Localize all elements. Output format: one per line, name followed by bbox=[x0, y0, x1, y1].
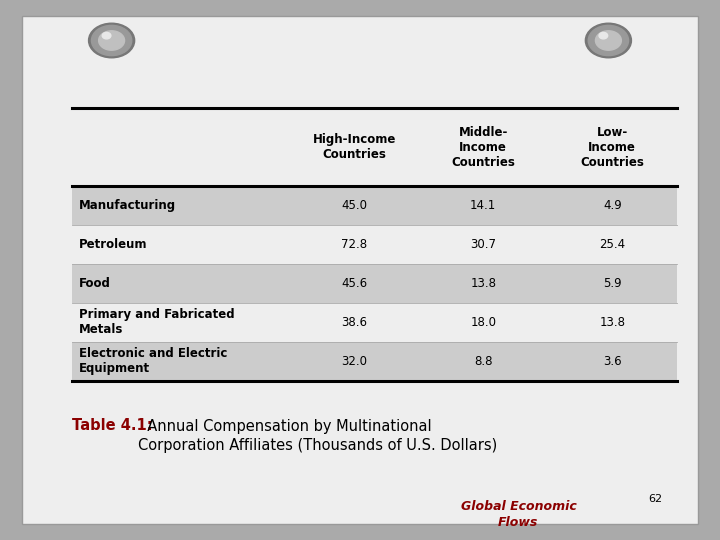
Text: Middle-
Income
Countries: Middle- Income Countries bbox=[451, 126, 516, 168]
Text: 14.1: 14.1 bbox=[470, 199, 496, 212]
Text: 4.9: 4.9 bbox=[603, 199, 621, 212]
Text: 25.4: 25.4 bbox=[599, 238, 626, 251]
Text: 18.0: 18.0 bbox=[470, 316, 496, 329]
Text: Petroleum: Petroleum bbox=[79, 238, 148, 251]
Text: 72.8: 72.8 bbox=[341, 238, 367, 251]
Text: 32.0: 32.0 bbox=[341, 355, 367, 368]
Text: 45.0: 45.0 bbox=[341, 199, 367, 212]
Text: 5.9: 5.9 bbox=[603, 277, 621, 290]
Text: 30.7: 30.7 bbox=[470, 238, 496, 251]
Text: 13.8: 13.8 bbox=[599, 316, 625, 329]
Text: Food: Food bbox=[79, 277, 111, 290]
Text: Electronic and Electric
Equipment: Electronic and Electric Equipment bbox=[79, 347, 228, 375]
Text: Annual Compensation by Multinational
Corporation Affiliates (Thousands of U.S. D: Annual Compensation by Multinational Cor… bbox=[138, 418, 498, 453]
Text: Global Economic
Flows: Global Economic Flows bbox=[461, 500, 576, 529]
Text: 62: 62 bbox=[648, 495, 662, 504]
Text: 3.6: 3.6 bbox=[603, 355, 621, 368]
Text: Primary and Fabricated
Metals: Primary and Fabricated Metals bbox=[79, 308, 235, 336]
Text: 45.6: 45.6 bbox=[341, 277, 367, 290]
Text: 38.6: 38.6 bbox=[341, 316, 367, 329]
Text: Low-
Income
Countries: Low- Income Countries bbox=[580, 126, 644, 168]
Text: 13.8: 13.8 bbox=[470, 277, 496, 290]
Text: Table 4.1:: Table 4.1: bbox=[72, 418, 153, 434]
Text: 8.8: 8.8 bbox=[474, 355, 492, 368]
Text: High-Income
Countries: High-Income Countries bbox=[312, 133, 396, 161]
Text: Manufacturing: Manufacturing bbox=[79, 199, 176, 212]
